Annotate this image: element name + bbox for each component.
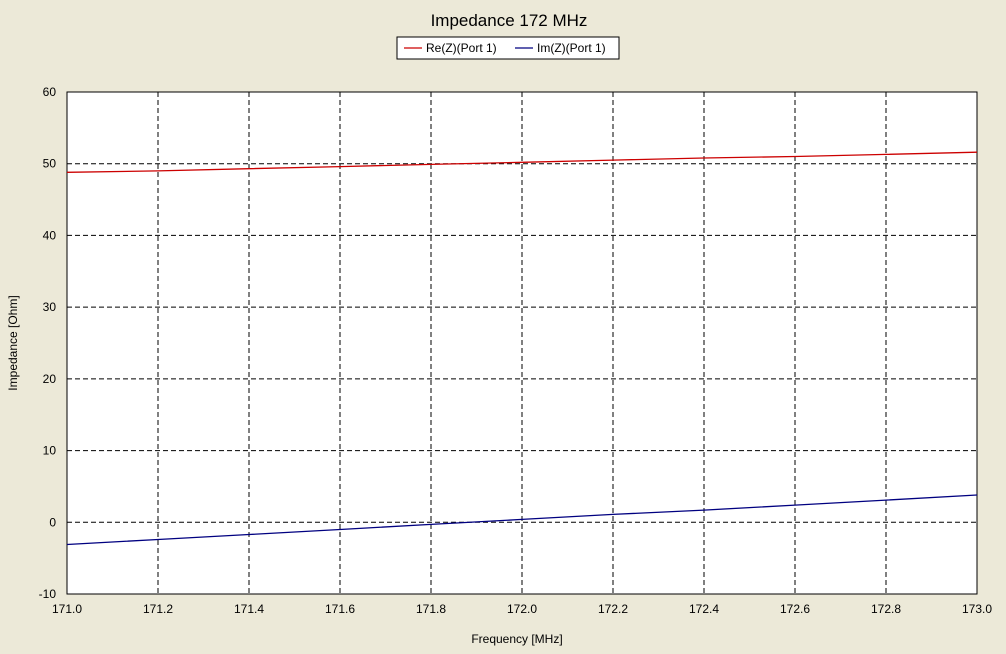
y-tick-label: -10: [39, 587, 57, 601]
y-axis-label: Impedance [Ohm]: [6, 295, 20, 390]
y-tick-label: 10: [43, 444, 57, 458]
grid: [67, 92, 977, 594]
y-tick-label: 0: [49, 515, 56, 529]
y-tick-label: 60: [43, 85, 57, 99]
series-lines: [66, 151, 978, 546]
x-tick-label: 172.0: [507, 602, 537, 616]
legend-box: [396, 36, 620, 60]
y-tick-label: 30: [43, 300, 57, 314]
series-line-re-z: [66, 151, 978, 173]
x-tick-label: 171.8: [416, 602, 446, 616]
x-tick-label: 171.6: [325, 602, 355, 616]
x-tick-label: 171.2: [143, 602, 173, 616]
x-tick-label: 172.8: [871, 602, 901, 616]
chart-title: Impedance 172 MHz: [431, 11, 588, 30]
series-line-im-z: [66, 494, 978, 546]
x-tick-label: 173.0: [962, 602, 992, 616]
x-tick-label: 171.4: [234, 602, 264, 616]
x-tick-label: 172.4: [689, 602, 719, 616]
y-tick-label: 40: [43, 228, 57, 242]
x-tick-label: 172.2: [598, 602, 628, 616]
y-tick-label: 50: [43, 157, 57, 171]
legend-label-re-z: Re(Z)(Port 1): [426, 41, 497, 55]
x-axis-label: Frequency [MHz]: [471, 632, 562, 646]
legend-label-im-z: Im(Z)(Port 1): [537, 41, 606, 55]
y-tick-label: 20: [43, 372, 57, 386]
tick-labels: 171.0 171.2 171.4 171.6 171.8 172.0 172.2 172.4…: [39, 85, 993, 616]
legend: Re(Z)(Port 1) Im(Z)(Port 1): [396, 36, 620, 60]
x-tick-label: 172.6: [780, 602, 810, 616]
x-tick-label: 171.0: [52, 602, 82, 616]
